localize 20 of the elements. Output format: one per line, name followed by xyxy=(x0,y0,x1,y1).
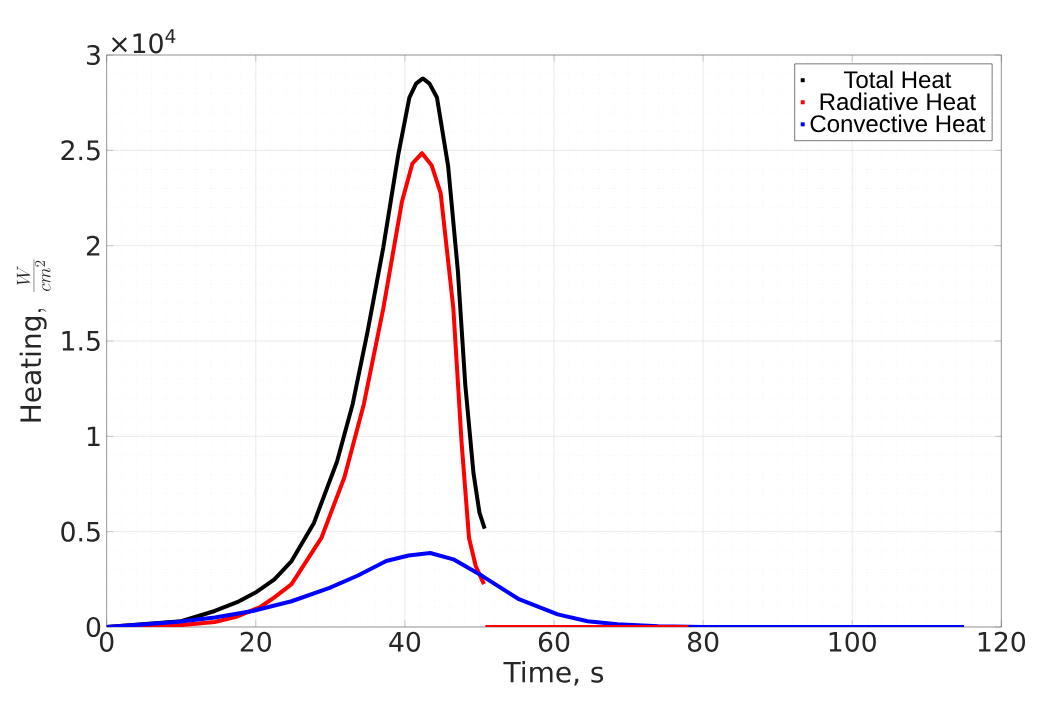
x-tick-label: 60 xyxy=(538,631,570,652)
line-series xyxy=(106,551,967,627)
y-axis-title: $\mathrm{Heating},\ \frac{W}{cm^2}$ xyxy=(16,259,51,422)
y-tick-label: 1.5 xyxy=(62,331,100,351)
y-tick-label: 0.5 xyxy=(61,521,100,542)
x-tick-label: 40 xyxy=(389,631,421,652)
y-tick-label: 1 xyxy=(87,426,100,447)
x-tick-label: 100 xyxy=(829,631,876,652)
y-tick-label: 3 xyxy=(87,44,100,66)
legend-label: Radiative Heat xyxy=(820,92,976,111)
y-tick-label: 2.5 xyxy=(61,140,100,161)
y-tick-label: 0 xyxy=(86,616,101,638)
x-tick-label: 80 xyxy=(687,631,719,652)
text: ×10$^{4}$ xyxy=(111,29,176,54)
x-tick-label: 20 xyxy=(240,631,271,652)
x-axis-title: Time, s xyxy=(503,661,604,686)
y-tick-label: 2 xyxy=(86,235,100,256)
x-tick-label: 120 xyxy=(978,631,1026,652)
legend-label: Convective Heat xyxy=(810,114,986,133)
legend-label: Total Heat xyxy=(843,70,952,89)
